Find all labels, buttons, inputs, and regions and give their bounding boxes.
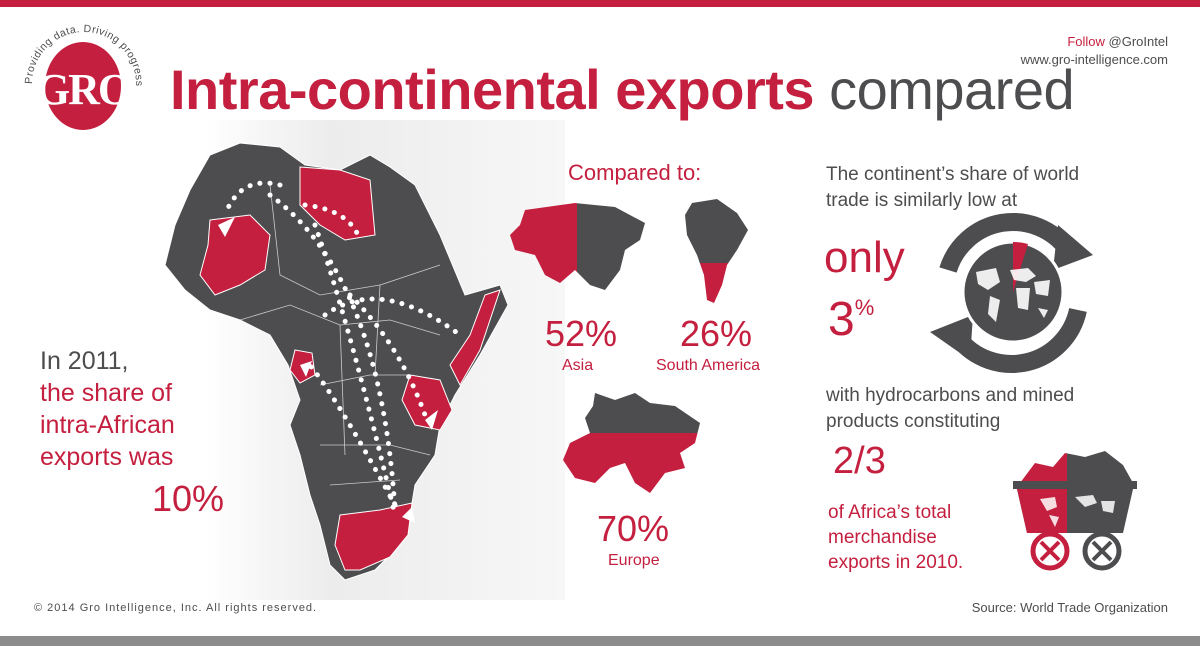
asia-share-value: 52% (545, 313, 618, 354)
country-libya (299, 166, 376, 241)
arrowhead-south-africa (402, 507, 415, 523)
africa-share-statement: In 2011, the share of intra-African expo… (40, 345, 175, 473)
page-title: Intra-continental exports compared (170, 58, 1075, 122)
europe-share-value: 70% (597, 508, 670, 549)
africa-share-value: 10% (152, 478, 225, 519)
asia-label: Asia (562, 357, 594, 374)
world-trade-share-number: 3 (828, 293, 855, 346)
merchandise-exports-statement: of Africa’s total merchandise exports in… (828, 502, 964, 573)
follow-link[interactable]: Follow @GroIntel (1067, 34, 1168, 49)
world-trade-cycle-icon (930, 213, 1093, 373)
compared-heading: Compared to: (568, 160, 702, 185)
world-trade-share: 3% (828, 283, 874, 345)
south-america-map (685, 199, 748, 303)
statement-line2: the share of (40, 379, 173, 407)
arrowhead-mali (218, 217, 235, 237)
country-tanzania (401, 374, 453, 431)
south-america-label: South America (656, 357, 761, 374)
world-trade-statement: The continent’s share of world trade is … (826, 164, 1080, 211)
top-accent-bar (0, 0, 1200, 7)
gro-logo: Providing data. Driving progress GRO (23, 23, 145, 130)
country-south-africa (334, 502, 413, 571)
south-america-share-value: 26% (680, 313, 753, 354)
statement-line3: intra-African (40, 411, 175, 439)
copyright-notice: © 2014 Gro Intelligence, Inc. All rights… (34, 602, 318, 614)
mining-cart-icon (1013, 451, 1137, 571)
statement-line4: exports was (40, 443, 174, 471)
country-mali (199, 214, 271, 296)
africa-map (164, 142, 509, 581)
statement-line1: In 2011, (40, 347, 129, 375)
asia-map (510, 203, 645, 290)
europe-map (563, 393, 700, 493)
arrowhead-gabon (300, 361, 312, 377)
svg-text:GRO: GRO (36, 65, 131, 114)
europe-label: Europe (608, 552, 660, 569)
exports-fraction: 2/3 (833, 440, 886, 482)
title-accent: Intra-continental exports (170, 58, 815, 121)
hydrocarbons-statement: with hydrocarbons and mined products con… (826, 385, 1075, 432)
country-somalia (449, 289, 501, 387)
bottom-bar (0, 636, 1200, 646)
follow-handle: @GroIntel (1108, 34, 1168, 49)
arrowhead-tanzania (425, 410, 438, 430)
world-trade-share-unit: % (854, 295, 875, 320)
title-rest: compared (829, 58, 1075, 121)
source-note: Source: World Trade Organization (971, 600, 1168, 615)
website-link[interactable]: www.gro-intelligence.com (1020, 52, 1168, 67)
follow-label: Follow (1067, 34, 1105, 49)
only-label: only (824, 233, 905, 282)
